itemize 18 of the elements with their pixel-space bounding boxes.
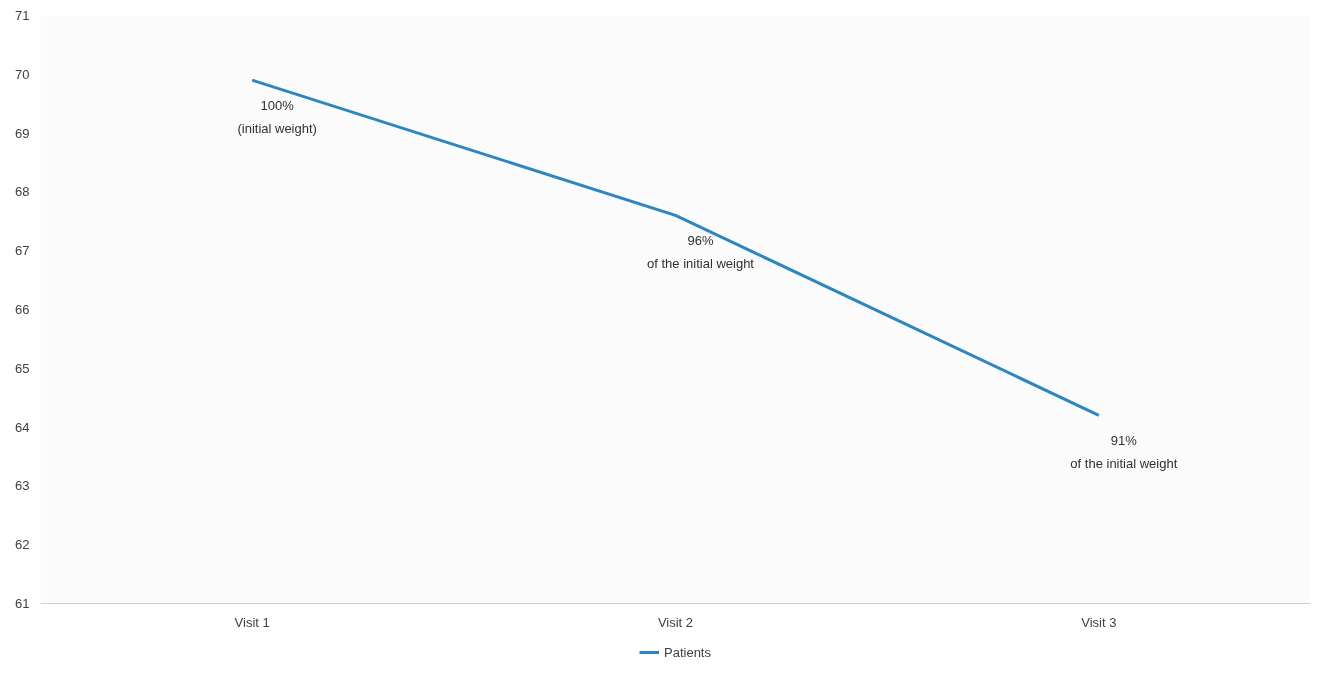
y-tick-label: 70 xyxy=(15,66,30,82)
y-tick-label: 71 xyxy=(15,8,30,23)
y-tick-label: 69 xyxy=(15,125,30,141)
y-tick-label: 62 xyxy=(15,537,30,553)
annotation: 100% (initial weight) xyxy=(237,98,317,136)
x-tick-label: Visit 1 xyxy=(234,614,270,630)
y-tick-label: 61 xyxy=(15,596,30,611)
legend-label: Patients xyxy=(664,644,711,660)
y-tick-label: 64 xyxy=(15,419,30,435)
annotation: 91% of the initial weight xyxy=(1070,433,1178,471)
y-tick-label: 68 xyxy=(15,184,30,200)
annotation: 96% of the initial weight xyxy=(647,233,755,271)
y-tick-label: 65 xyxy=(15,360,30,376)
y-tick-label: 63 xyxy=(15,478,30,494)
y-tick-label: 67 xyxy=(15,243,30,259)
x-tick-label: Visit 3 xyxy=(1081,614,1117,630)
y-tick-label: 66 xyxy=(15,302,30,317)
x-tick-label: Visit 2 xyxy=(657,614,694,630)
